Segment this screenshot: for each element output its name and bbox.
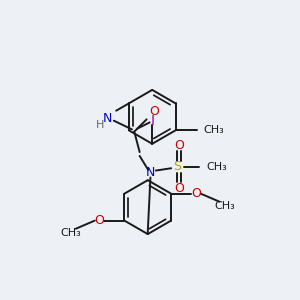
- Text: N: N: [146, 166, 155, 178]
- Text: CH₃: CH₃: [214, 201, 236, 211]
- Text: O: O: [174, 182, 184, 195]
- Text: O: O: [94, 214, 104, 227]
- Text: CH₃: CH₃: [207, 162, 227, 172]
- Text: CH₃: CH₃: [204, 125, 225, 135]
- Text: CH₃: CH₃: [60, 228, 81, 238]
- Text: N: N: [103, 112, 112, 125]
- Text: O: O: [174, 139, 184, 152]
- Text: S: S: [173, 160, 181, 173]
- Text: O: O: [192, 187, 202, 200]
- Text: O: O: [149, 105, 159, 118]
- Text: H: H: [96, 119, 104, 130]
- Text: I: I: [150, 114, 154, 128]
